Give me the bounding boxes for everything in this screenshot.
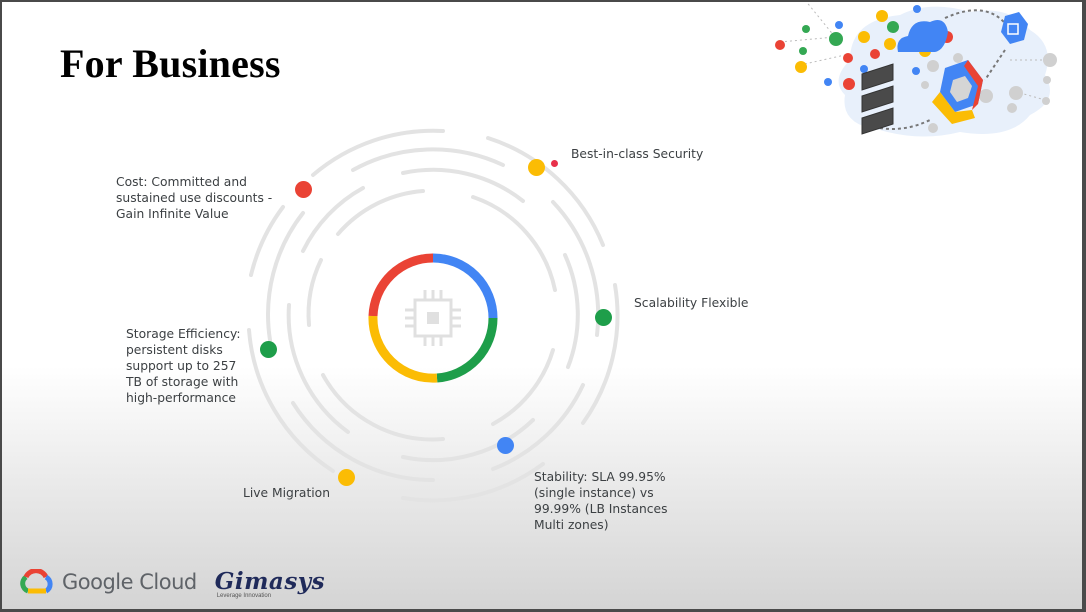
google-cloud-logo-text: Google Cloud bbox=[62, 569, 197, 594]
security-small-dot bbox=[551, 160, 558, 167]
feature-migration-label: Live Migration bbox=[243, 486, 330, 500]
migration-dot bbox=[338, 469, 355, 486]
security-dot bbox=[528, 159, 545, 176]
feature-storage-label: Storage Efficiency: persistent disks sup… bbox=[126, 327, 241, 405]
slide-title: For Business bbox=[60, 41, 281, 86]
stability-dot bbox=[497, 437, 514, 454]
cloud-network-illustration bbox=[775, 2, 1057, 137]
gimasys-tagline: Leverage Innovation bbox=[216, 593, 272, 599]
gimasys-logo: Gimasys Leverage Innovation bbox=[214, 568, 326, 599]
google-cloud-logo-icon bbox=[20, 568, 53, 593]
scalability-dot bbox=[595, 309, 612, 326]
feature-cost-label: Cost: Committed and sustained use discou… bbox=[116, 175, 273, 221]
feature-stability-label: Stability: SLA 99.95% (single instance) … bbox=[534, 470, 668, 532]
feature-security-label: Best-in-class Security bbox=[571, 147, 704, 161]
feature-scalability-label: Scalability Flexible bbox=[634, 296, 749, 310]
cost-dot bbox=[295, 181, 312, 198]
footer-logos: Google Cloud Gimasys Leverage Innovation bbox=[20, 568, 326, 599]
storage-dot bbox=[260, 341, 277, 358]
gimasys-logo-text: Gimasys bbox=[214, 568, 326, 595]
